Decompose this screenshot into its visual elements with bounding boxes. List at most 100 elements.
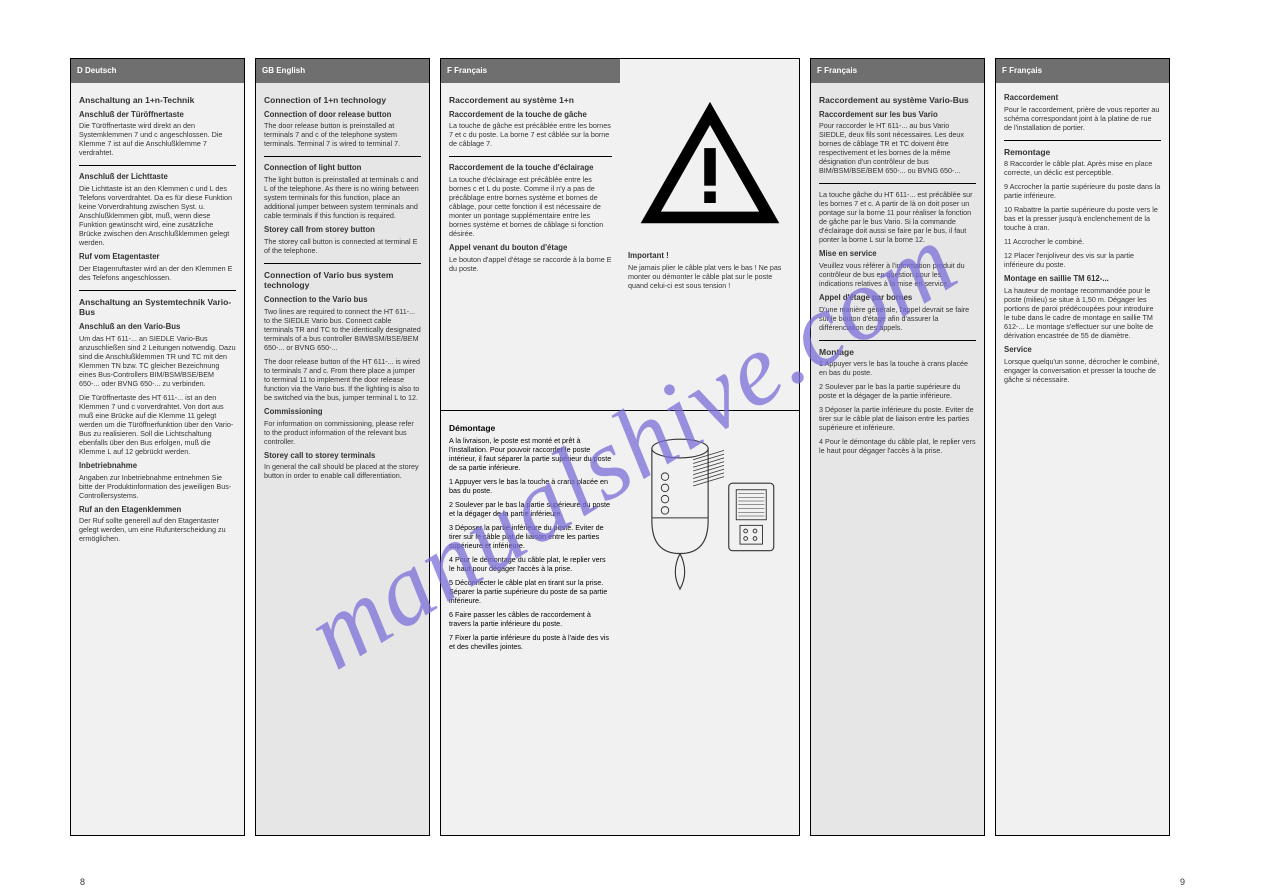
warning-icon bbox=[635, 99, 785, 229]
col3-sub1t: Raccordement de la touche de gâche bbox=[449, 110, 612, 120]
col5-header: F Français bbox=[996, 59, 1169, 83]
col3-top-right: Important ! Ne jamais plier le câble pla… bbox=[620, 59, 799, 410]
column-4: F Français Raccordement au système Vario… bbox=[810, 58, 985, 836]
col4-sub3t: Appel d'étage par bornes bbox=[819, 293, 976, 303]
col3-sub1p: La touche de gâche est précâblée entre l… bbox=[449, 121, 612, 148]
col1-sub1t: Anschluß der Türöffnertaste bbox=[79, 110, 236, 120]
col3-sub3t: Appel venant du bouton d'étage bbox=[449, 243, 612, 253]
col4-m3: 3 Déposer la partie inférieure du poste.… bbox=[449, 523, 612, 550]
device-illustration bbox=[635, 431, 785, 601]
col1-sub4t: Anschluß an den Vario-Bus bbox=[79, 322, 236, 332]
col3-sub2p: La touche d'éclairage est précâblée entr… bbox=[449, 175, 612, 238]
col5-sub3p: Lorsque quelqu'un sonne, décrocher le co… bbox=[1004, 357, 1161, 384]
col3-header: F Français bbox=[441, 59, 620, 83]
col3-sub7: 7 Fixer la partie inférieure du poste à … bbox=[449, 633, 612, 651]
col4-title: Raccordement au système Vario-Bus bbox=[819, 95, 976, 106]
column-1: D Deutsch Anschaltung an 1+n-Technik Ans… bbox=[70, 58, 245, 836]
col2-header: GB English bbox=[256, 59, 429, 83]
col5-r8: 8 Raccorder le câble plat. Après mise en… bbox=[1004, 159, 1161, 177]
col1-title: Anschaltung an 1+n-Technik bbox=[79, 95, 236, 106]
col2-body: Connection of 1+n technology Connection … bbox=[256, 83, 429, 491]
col4-div2 bbox=[819, 340, 976, 341]
col1-sub2t: Anschluß der Lichttaste bbox=[79, 172, 236, 182]
col5-body: Raccordement Pour le raccordement, prièr… bbox=[996, 83, 1169, 395]
col2-sub4p2: The door release button of the HT 611-..… bbox=[264, 357, 421, 402]
column-3-wide: F Français Raccordement au système 1+n R… bbox=[440, 58, 800, 836]
col3-sub4p: A la livraison, le poste est monté et pr… bbox=[449, 436, 612, 472]
col4-sub3p: D'une manière générale, l'appel devrait … bbox=[819, 305, 976, 332]
col5-r10: 10 Rabattre la partie supérieure du post… bbox=[1004, 205, 1161, 232]
col2-title2: Connection of Vario bus system technolog… bbox=[264, 270, 421, 291]
col1-div2 bbox=[79, 290, 236, 291]
col1-title2: Anschaltung an Systemtechnik Vario-Bus bbox=[79, 297, 236, 318]
col3-title3: Démontage bbox=[449, 423, 612, 434]
col4-m2b: 2 Soulever par le bas la partie supérieu… bbox=[819, 382, 976, 400]
col4-sub1t: Raccordement sur les bus Vario bbox=[819, 110, 976, 120]
col5-r9: 9 Accrocher la partie supérieure du post… bbox=[1004, 182, 1161, 200]
col3-bot-left: Démontage A la livraison, le poste est m… bbox=[441, 411, 620, 835]
col5-sub2p: La hauteur de montage recommandée pour l… bbox=[1004, 286, 1161, 340]
page-num-right: 9 bbox=[1180, 877, 1185, 887]
col4-m1b: 1 Appuyer vers le bas la touche à crans … bbox=[819, 359, 976, 377]
col1-sub2p: Die Lichttaste ist an den Klemmen c und … bbox=[79, 184, 236, 247]
col5-r11: 11 Accrocher le combiné. bbox=[1004, 237, 1161, 246]
col3-warn-t: Important ! bbox=[628, 251, 791, 261]
col3-title: Raccordement au système 1+n bbox=[449, 95, 612, 106]
col1-sub3t: Ruf vom Etagentaster bbox=[79, 252, 236, 262]
page-num-left: 8 bbox=[80, 877, 85, 887]
col2-div1 bbox=[264, 156, 421, 157]
col1-header: D Deutsch bbox=[71, 59, 244, 83]
col2-sub3t: Storey call from storey button bbox=[264, 225, 421, 235]
col2-sub6t: Storey call to storey terminals bbox=[264, 451, 421, 461]
col2-sub3p: The storey call button is connected at t… bbox=[264, 237, 421, 255]
col3-bottom-row: Démontage A la livraison, le poste est m… bbox=[441, 411, 799, 835]
col4-titleb: Montage bbox=[819, 347, 976, 358]
col3-top-left: F Français Raccordement au système 1+n R… bbox=[441, 59, 620, 410]
col5-sub1p: Pour le raccordement, prière de vous rep… bbox=[1004, 105, 1161, 132]
column-2: GB English Connection of 1+n technology … bbox=[255, 58, 430, 836]
col3-sub2t: Raccordement de la touche d'éclairage bbox=[449, 163, 612, 173]
col4-m4: 4 Pour le démontage du câble plat, le re… bbox=[449, 555, 612, 573]
column-5: F Français Raccordement Pour le raccorde… bbox=[995, 58, 1170, 836]
col5-title2: Remontage bbox=[1004, 147, 1161, 158]
col2-sub4p1: Two lines are required to connect the HT… bbox=[264, 307, 421, 352]
col4-sub1p1: Pour raccorder le HT 611-... au bus Vari… bbox=[819, 121, 976, 175]
col2-sub4t: Connection to the Vario bus bbox=[264, 295, 421, 305]
col2-sub5t: Commissioning bbox=[264, 407, 421, 417]
col5-sub2t: Montage en saillie TM 612-... bbox=[1004, 274, 1161, 284]
col4-header: F Français bbox=[811, 59, 984, 83]
col4-m2: 2 Soulever par le bas la partie supérieu… bbox=[449, 500, 612, 518]
col5-sub1t: Raccordement bbox=[1004, 93, 1161, 103]
col1-sub3p: Der Etagenruftaster wird an der den Klem… bbox=[79, 264, 236, 282]
col1-body: Anschaltung an 1+n-Technik Anschluß der … bbox=[71, 83, 244, 554]
col5-sub3t: Service bbox=[1004, 345, 1161, 355]
col1-sub4p2: Die Türöffnertaste des HT 611-... ist an… bbox=[79, 393, 236, 456]
col2-sub1t: Connection of door release button bbox=[264, 110, 421, 120]
col4-body: Raccordement au système Vario-Bus Raccor… bbox=[811, 83, 984, 466]
col3-div1 bbox=[449, 156, 612, 157]
page-layout: D Deutsch Anschaltung an 1+n-Technik Ans… bbox=[70, 58, 1193, 836]
col4-div1 bbox=[819, 183, 976, 184]
col2-sub5p: For information on commissioning, please… bbox=[264, 419, 421, 446]
col3-bot-right bbox=[620, 411, 799, 835]
col2-sub6p: In general the call should be placed at … bbox=[264, 462, 421, 480]
col4-sub1p2: La touche gâche du HT 611-... est précâb… bbox=[819, 190, 976, 244]
col2-sub2p: The light button is preinstalled at term… bbox=[264, 175, 421, 220]
col2-title: Connection of 1+n technology bbox=[264, 95, 421, 106]
col2-sub2t: Connection of light button bbox=[264, 163, 421, 173]
col4-m4b: 4 Pour le démontage du câble plat, le re… bbox=[819, 437, 976, 455]
col1-sub6p: Der Ruf sollte generell auf den Etagenta… bbox=[79, 516, 236, 543]
col3-sub3p: Le bouton d'appel d'étage se raccorde à … bbox=[449, 255, 612, 273]
col1-sub6t: Ruf an den Etagenklemmen bbox=[79, 505, 236, 515]
col1-sub4p1: Um das HT 611-... an SIEDLE Vario-Bus an… bbox=[79, 334, 236, 388]
col4-sub2p: Veuillez vous référer à l'information pr… bbox=[819, 261, 976, 288]
col2-sub1p: The door release button is preinstalled … bbox=[264, 121, 421, 148]
col2-div2 bbox=[264, 263, 421, 264]
col4-sub2t: Mise en service bbox=[819, 249, 976, 259]
col1-div1 bbox=[79, 165, 236, 166]
col3-warn-p: Ne jamais plier le câble plat vers le ba… bbox=[628, 263, 791, 290]
col4-m3b: 3 Déposer la partie inférieure du poste.… bbox=[819, 405, 976, 432]
col1-sub5t: Inbetriebnahme bbox=[79, 461, 236, 471]
col3-top-row: F Français Raccordement au système 1+n R… bbox=[441, 59, 799, 411]
col5-div1 bbox=[1004, 140, 1161, 141]
